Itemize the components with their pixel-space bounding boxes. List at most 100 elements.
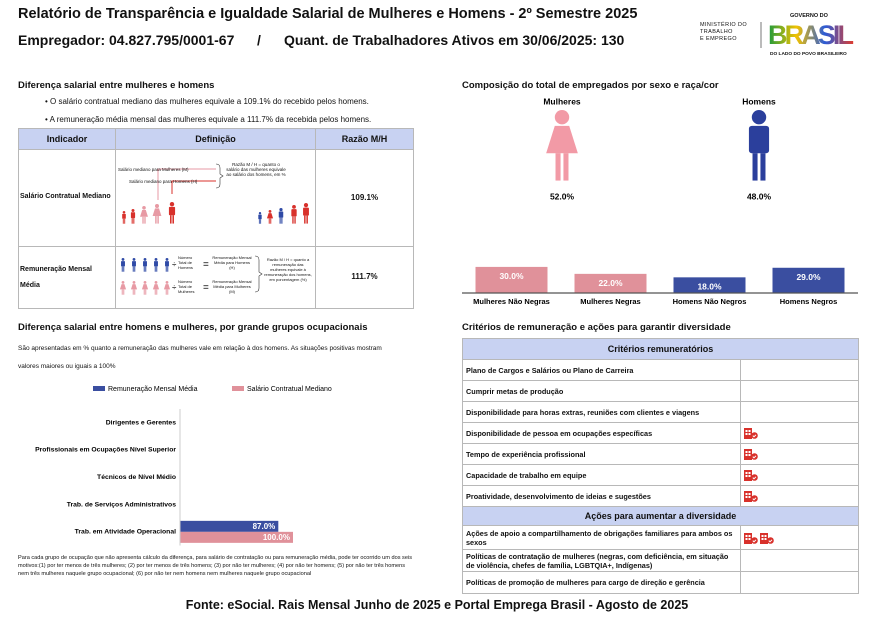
leg — [752, 153, 758, 181]
bullet: • O salário contratual mediano das mulhe… — [45, 97, 369, 106]
check — [752, 455, 757, 459]
head — [122, 211, 126, 214]
chart-subtitle: São apresentadas em % quanto a remuneraç… — [18, 345, 382, 370]
head — [121, 281, 125, 284]
value-label: 100.0% — [263, 533, 290, 542]
legend-label: Remuneração Mensal Média — [108, 386, 198, 393]
head — [121, 258, 125, 261]
person-icon — [130, 209, 136, 224]
leg — [172, 215, 174, 224]
criteria-icon — [760, 532, 774, 544]
leg — [131, 218, 133, 224]
window — [748, 537, 751, 540]
value-label: 18.0% — [697, 282, 722, 292]
window — [748, 493, 751, 495]
table-cell — [315, 246, 414, 309]
criteria-icons — [740, 485, 859, 507]
person-icon — [546, 110, 578, 181]
section-title: Composição do total de empregados por se… — [462, 80, 719, 91]
sex-percent: 48.0% — [747, 191, 772, 201]
person-icon — [132, 258, 136, 272]
leg — [142, 216, 144, 224]
head — [143, 281, 147, 284]
head — [142, 206, 146, 210]
gov-tagline: DO LADO DO POVO BRASILEIRO — [770, 52, 847, 57]
leg — [563, 153, 569, 181]
indicator: Remuneração Mensal Média — [20, 266, 92, 289]
leg — [170, 215, 172, 224]
indicator: Salário Contratual Mediano — [20, 193, 111, 200]
body — [152, 284, 160, 290]
leg — [123, 289, 125, 295]
leg — [306, 215, 308, 224]
window — [745, 534, 748, 537]
category-label: Dirigentes e Gerentes — [106, 419, 176, 426]
leg — [165, 266, 167, 272]
workers: Quant. de Trabalhadores Ativos em 30/06/… — [284, 32, 625, 48]
leg — [281, 217, 283, 224]
window — [748, 534, 751, 537]
body — [258, 214, 262, 220]
ministry-line: E EMPREGO — [700, 36, 737, 42]
bullet: • A remuneração média mensal das mulhere… — [45, 115, 372, 124]
sex-label: Mulheres — [543, 96, 581, 106]
person-icon — [143, 258, 147, 272]
brace — [254, 255, 263, 293]
window — [745, 496, 748, 498]
leg — [132, 289, 134, 295]
window — [761, 534, 764, 537]
window — [745, 472, 748, 474]
table-header: Indicador — [18, 128, 116, 150]
body — [546, 125, 578, 154]
person-icon — [152, 281, 160, 295]
leg — [260, 219, 262, 224]
arrow — [157, 168, 216, 200]
section-title: Critérios de remuneração e ações para ga… — [462, 322, 731, 333]
employer: Empregador: 04.827.795/0001-67 — [18, 32, 235, 48]
table-header: Definição — [115, 128, 316, 150]
operator: = — [203, 260, 209, 271]
person-icon — [266, 210, 274, 224]
window — [745, 454, 748, 456]
badge — [751, 474, 758, 481]
head — [169, 202, 175, 207]
criteria-text: Políticas de promoção de mulheres para c… — [462, 571, 741, 594]
category-label: Trab. em Atividade Operacional — [75, 529, 176, 536]
head — [132, 281, 136, 284]
legend-swatch — [93, 386, 105, 391]
criteria-icon — [744, 470, 758, 481]
separator: / — [257, 32, 261, 48]
criteria-icons — [740, 443, 859, 465]
section-title: Diferença salarial entre homens e mulher… — [18, 322, 368, 333]
ratio: 109.1% — [350, 193, 379, 202]
value-label: 87.0% — [253, 522, 276, 531]
leg — [165, 289, 167, 295]
bar — [574, 273, 647, 293]
bar — [180, 520, 279, 532]
criteria-text: Ações de apoio a compartilhamento de obr… — [462, 525, 741, 550]
footer: Fonte: eSocial. Rais Mensal Junho de 202… — [185, 598, 689, 612]
def-label: Salário mediano para Homens (H) — [129, 179, 198, 184]
leg — [134, 266, 136, 272]
leg — [134, 289, 136, 295]
gov-top: GOVERNO DO — [790, 13, 828, 19]
person-icon — [163, 281, 171, 295]
leg — [154, 289, 156, 295]
body — [278, 211, 284, 218]
person-icon — [303, 203, 309, 224]
body — [130, 284, 138, 290]
body — [152, 208, 162, 216]
title: Relatório de Transparência e Igualdade S… — [18, 6, 638, 22]
def-label: Número Total de Mulheres — [178, 279, 195, 294]
person-icon — [165, 258, 169, 272]
criteria-text: Disponibilidade de pessoa em ocupações e… — [462, 422, 741, 444]
sex-label: Homens — [742, 96, 776, 106]
criteria-text: Tempo de experiência profissional — [462, 443, 741, 465]
def-label: Número Total de Homens — [178, 255, 193, 270]
leg — [156, 289, 158, 295]
criteria-text: Disponibilidade para horas extras, reuni… — [462, 401, 741, 423]
leg — [121, 266, 123, 272]
leg — [555, 153, 561, 181]
head — [258, 212, 262, 215]
value-label: 30.0% — [499, 271, 524, 281]
